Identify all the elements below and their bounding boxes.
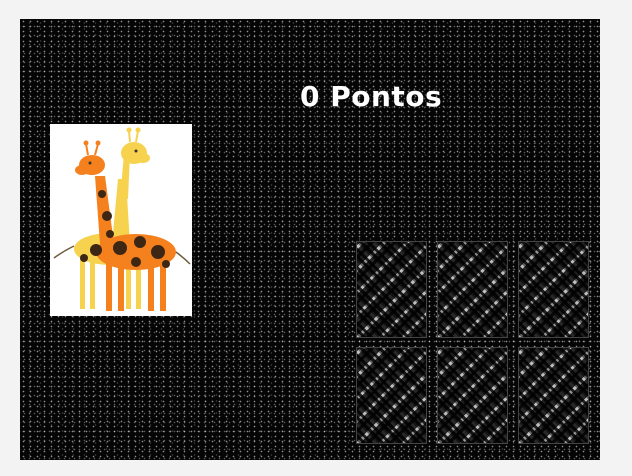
memory-card-6[interactable] [518, 347, 589, 444]
memory-card-5[interactable] [437, 347, 508, 444]
memory-card-4[interactable] [356, 347, 427, 444]
giraffes-icon [53, 127, 191, 311]
memory-card-1[interactable] [356, 241, 427, 338]
memory-cards-grid [356, 241, 591, 445]
score-label: 0 Pontos [300, 80, 443, 113]
memory-card-2[interactable] [437, 241, 508, 338]
game-board: 0 Pontos [20, 19, 600, 460]
orange-giraffe [75, 140, 191, 311]
target-card [50, 124, 192, 316]
memory-card-3[interactable] [518, 241, 589, 338]
